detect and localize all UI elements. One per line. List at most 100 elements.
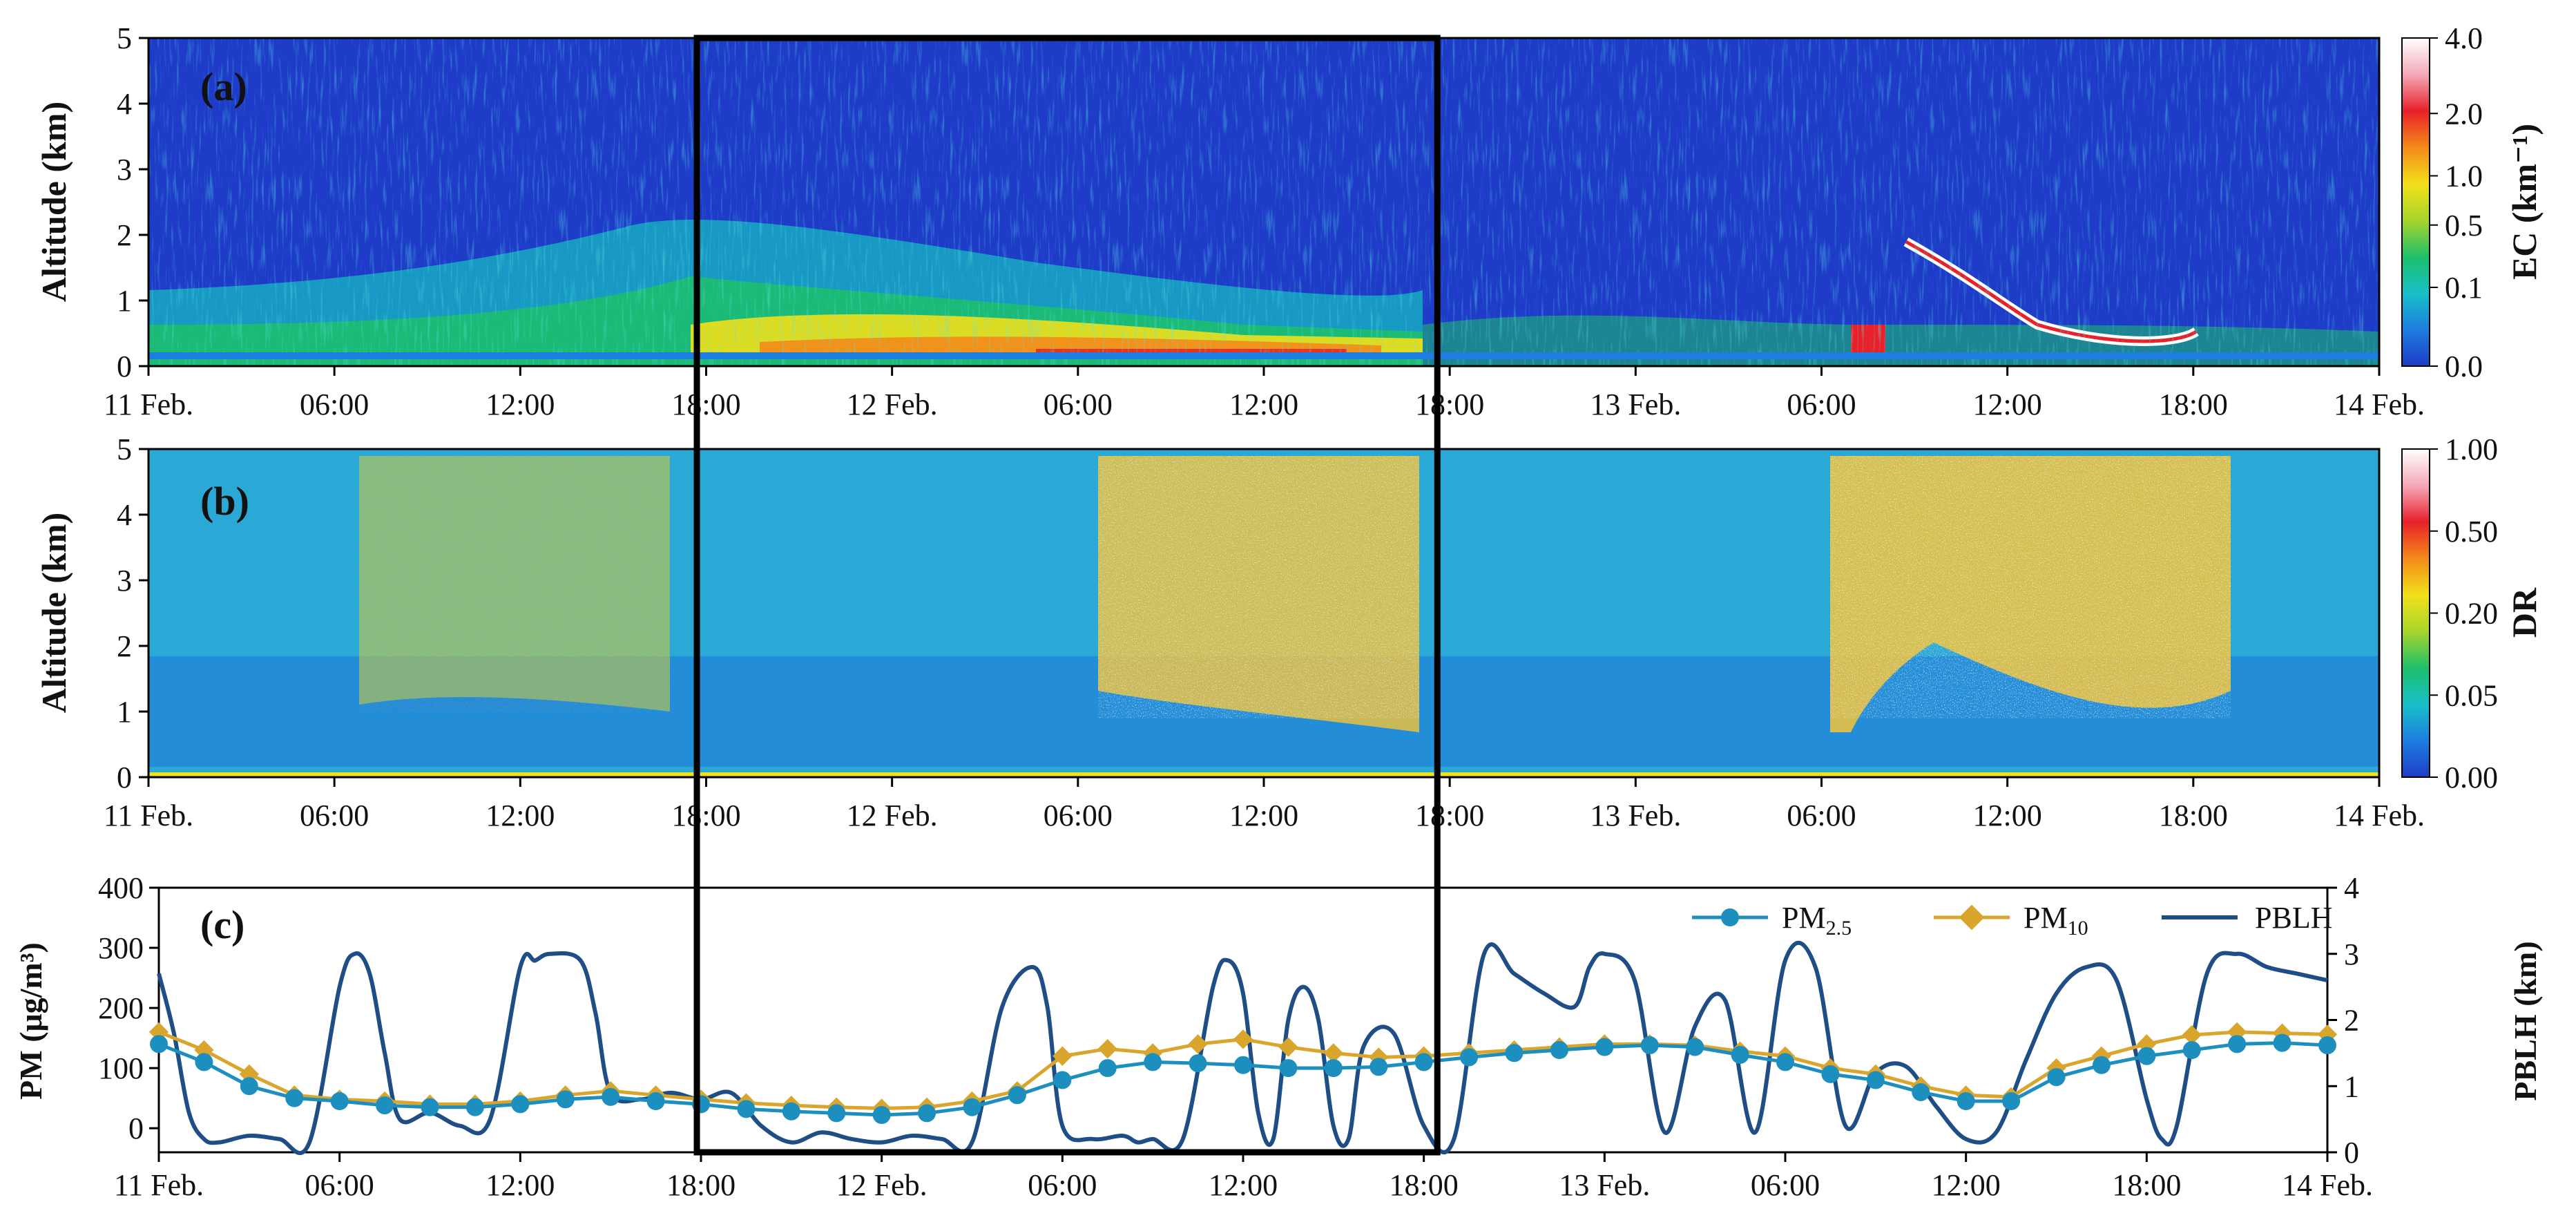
colorbar-tick-label: 0.20 (2445, 597, 2498, 631)
pm25-point (1234, 1056, 1252, 1074)
x-tick-label: 12 Feb. (836, 1168, 927, 1202)
pm25-point (1640, 1036, 1659, 1055)
y-tick-label: 1 (117, 284, 132, 318)
pm10-point (1052, 1046, 1073, 1066)
pm25-point (737, 1100, 756, 1118)
pm25-point (2228, 1035, 2247, 1053)
pm25-point (511, 1095, 530, 1114)
y-right-tick-label: 3 (2344, 937, 2359, 971)
x-tick-label: 12 Feb. (847, 388, 938, 421)
x-tick-label: 12:00 (1973, 799, 2042, 832)
pm25-point (1505, 1044, 1524, 1062)
panel-c-xticks: 11 Feb. 06:00 12:00 18:00 12 Feb. 06:00 12:00 1… (114, 1152, 2373, 1202)
panel-a-plot-area (148, 38, 2379, 366)
panel-c-ylabel-left: PM (μg/m³) (13, 942, 48, 1100)
panel-b-ylabel: Altitude (km) (35, 513, 73, 713)
panel-a-colorbar-gradient (2401, 37, 2430, 367)
pm10-point (1278, 1037, 1298, 1057)
pm25-point (1550, 1041, 1568, 1060)
highlight-box (693, 35, 1441, 1156)
panel-a-yticks: 0 1 2 3 4 5 (117, 21, 148, 383)
pm25-point (1912, 1083, 1930, 1101)
panel-b-colorbar-ticks: 1.00 0.50 0.20 0.05 0.00 (2430, 432, 2498, 794)
pm25-point (1866, 1071, 1885, 1089)
colorbar-tick-label: 2.0 (2445, 97, 2483, 131)
panel-b-colorbar: 1.00 0.50 0.20 0.05 0.00 DR (2401, 432, 2544, 794)
pm25-point (1460, 1048, 1479, 1067)
x-tick-label: 14 Feb. (2282, 1168, 2373, 1202)
x-tick-label: 13 Feb. (1590, 799, 1681, 832)
pm25-point (330, 1092, 349, 1111)
x-tick-label: 18:00 (1415, 388, 1484, 421)
panel-b-texture-1 (359, 456, 670, 712)
y-tick-label: 4 (117, 87, 132, 121)
x-tick-label: 18:00 (671, 799, 740, 832)
colorbar-tick-label: 0.50 (2445, 515, 2498, 549)
y-right-tick-label: 4 (2344, 871, 2359, 905)
pm25-point (421, 1098, 439, 1116)
y-left-tick-label: 0 (128, 1112, 144, 1145)
pm25-point (918, 1104, 936, 1123)
pm10-point (1097, 1039, 1117, 1059)
pm25-point (1821, 1065, 1840, 1083)
x-tick-label: 18:00 (666, 1168, 736, 1202)
x-tick-label: 06:00 (300, 388, 369, 421)
y-left-tick-label: 300 (98, 931, 144, 965)
panel-a-label: (a) (200, 64, 247, 109)
panel-a-ylabel: Altitude (km) (35, 102, 73, 302)
legend-pm10-marker (1959, 904, 1985, 931)
pm25-point (1324, 1059, 1343, 1078)
y-tick-label: 3 (117, 153, 132, 187)
x-tick-label: 18:00 (2159, 388, 2228, 421)
x-tick-label: 12:00 (1932, 1168, 2001, 1202)
y-tick-label: 0 (117, 761, 132, 794)
y-tick-label: 0 (117, 350, 132, 383)
colorbar-tick-label: 1.00 (2445, 432, 2498, 466)
panel-c-ylabel-right: PBLH (km) (2508, 941, 2543, 1100)
x-tick-label: 06:00 (300, 799, 369, 832)
x-tick-label: 11 Feb. (104, 388, 193, 421)
x-tick-label: 14 Feb. (2334, 799, 2425, 832)
pm10-point (1188, 1034, 1208, 1054)
x-tick-label: 13 Feb. (1559, 1168, 1650, 1202)
panel-b-surface-band (148, 772, 2379, 776)
panel-a-xticks: 11 Feb. 06:00 12:00 18:00 12 Feb. 06:00 12:00 1… (104, 366, 2425, 421)
pm25-point (963, 1098, 981, 1116)
x-tick-label: 12:00 (1209, 1168, 1278, 1202)
panel-a-texture (148, 38, 2379, 366)
pm25-point (2047, 1068, 2066, 1087)
y-left-tick-label: 400 (98, 871, 144, 905)
pm25-point (1144, 1053, 1162, 1071)
colorbar-tick-label: 4.0 (2445, 21, 2483, 55)
panel-a-surface-band (148, 352, 2379, 359)
panel-c-label: (c) (200, 902, 244, 947)
colorbar-tick-label: 0.05 (2445, 678, 2498, 712)
pm25-point (556, 1090, 575, 1109)
pm25-point (2002, 1092, 2021, 1111)
pm25-point (1776, 1053, 1794, 1071)
pm25-point (872, 1106, 891, 1125)
x-tick-label: 06:00 (305, 1168, 374, 1202)
pm25-point (2318, 1036, 2336, 1055)
x-tick-label: 06:00 (1028, 1168, 1097, 1202)
panel-b-yticks: 0 1 2 3 4 5 (117, 432, 148, 794)
x-tick-label: 12:00 (1229, 388, 1298, 421)
panel-a-colorbar-ticks: 4.0 2.0 1.0 0.5 0.1 0.0 (2430, 21, 2483, 383)
pm25-point (2092, 1056, 2111, 1074)
pm25-point (376, 1096, 394, 1115)
x-tick-label: 12 Feb. (847, 799, 938, 832)
y-right-tick-label: 2 (2344, 1004, 2359, 1038)
pm25-point (150, 1035, 168, 1053)
legend-pm10-label: PM10 (2024, 901, 2088, 940)
pm25-point (1279, 1059, 1298, 1078)
panel-b-label: (b) (200, 479, 249, 524)
pm25-point (240, 1077, 258, 1096)
pm25-point (827, 1104, 846, 1123)
panel-c-yticks-left: 0 100 200 300 400 (98, 871, 159, 1145)
pm25-point (1686, 1038, 1704, 1056)
pm25-point (782, 1102, 800, 1121)
panel-b-colorbar-label: DR (2505, 587, 2544, 638)
colorbar-tick-label: 1.0 (2445, 160, 2483, 193)
panel-c-yticks-right: 0 1 2 3 4 (2327, 871, 2359, 1170)
x-tick-label: 18:00 (2159, 799, 2228, 832)
